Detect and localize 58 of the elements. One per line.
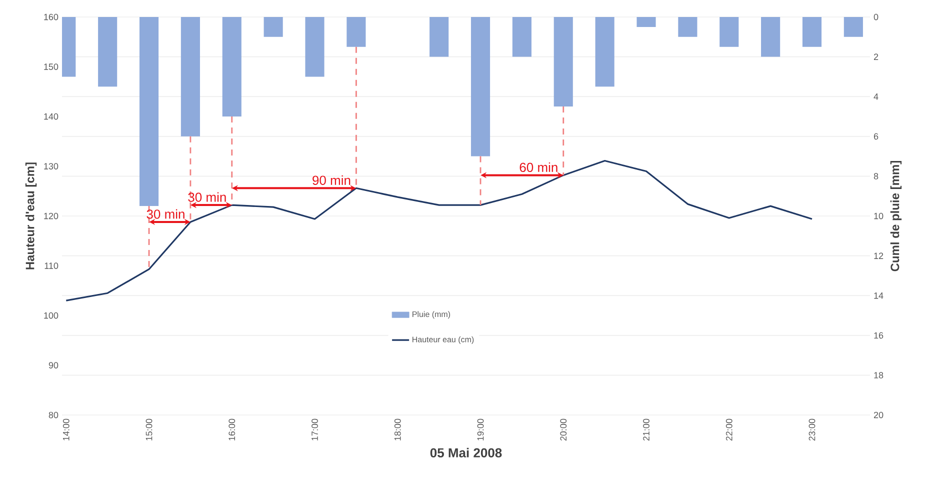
x-tick-label: 20:00 [560,418,567,441]
y2-tick-label: 14 [874,292,884,299]
annotation: 30 min [146,209,184,219]
x-tick-label: 19:00 [477,418,484,440]
x-tick-label: 23:00 [808,418,816,441]
y2-tick-label: 10 [874,212,884,220]
x-tick-label: 17:00 [312,418,318,440]
bar [595,17,614,87]
bar [470,17,490,156]
annotation: 90 min [312,175,350,185]
y2-tick-label: 2 [874,54,878,60]
x-tick-label: 15:00 [146,418,152,440]
bar [512,17,532,57]
y2-tick-label: 6 [874,133,878,140]
bar [678,17,698,37]
bar [720,17,739,47]
bar [844,17,863,37]
y2-tick-label: 12 [874,252,884,259]
y2-tick-label: 0 [874,14,878,20]
bar [222,17,242,117]
y-axis-title: Hauteur d'eau [cm] [25,162,37,270]
bar [264,17,283,37]
bar [802,17,822,47]
x-tick-label: 21:00 [643,418,650,441]
bar [430,17,449,57]
bar [636,17,656,27]
y-tick-label: 90 [48,362,58,368]
y2-tick-label: 20 [874,412,884,418]
annotation: 60 min [520,162,558,172]
y2-axis-title: Cuml de pluie [mm] [890,161,902,272]
x-tick-label: 16:00 [228,418,236,440]
y-tick-label: 160 [44,14,58,20]
x-tick-label: 18:00 [394,418,401,440]
y-tick-label: 100 [44,312,58,319]
y2-tick-label: 8 [874,173,878,180]
bar [139,17,159,206]
legend-label: Pluie (mm) [412,311,450,319]
bar [98,17,118,87]
y2-tick-label: 18 [874,372,884,378]
y-tick-label: 110 [44,262,58,269]
bar [346,17,366,47]
y2-tick-label: 16 [874,332,884,339]
y-tick-label: 120 [44,212,58,220]
y-tick-label: 130 [44,163,58,170]
x-tick-label: 14:00 [62,418,70,440]
line-series [65,160,813,302]
y-tick-label: 150 [44,64,58,70]
y-tick-label: 140 [44,113,58,120]
legend-label: Hauteur eau (cm) [412,336,474,344]
bar [761,17,780,57]
x-axis-title: 05 Mai 2008 [430,448,502,458]
bar [180,17,200,136]
y2-tick-label: 4 [874,94,878,100]
x-tick-label: 22:00 [726,418,732,441]
bar [305,17,324,77]
y-tick-label: 80 [48,412,58,418]
annotation: 30 min [188,192,226,202]
bar [554,17,573,107]
